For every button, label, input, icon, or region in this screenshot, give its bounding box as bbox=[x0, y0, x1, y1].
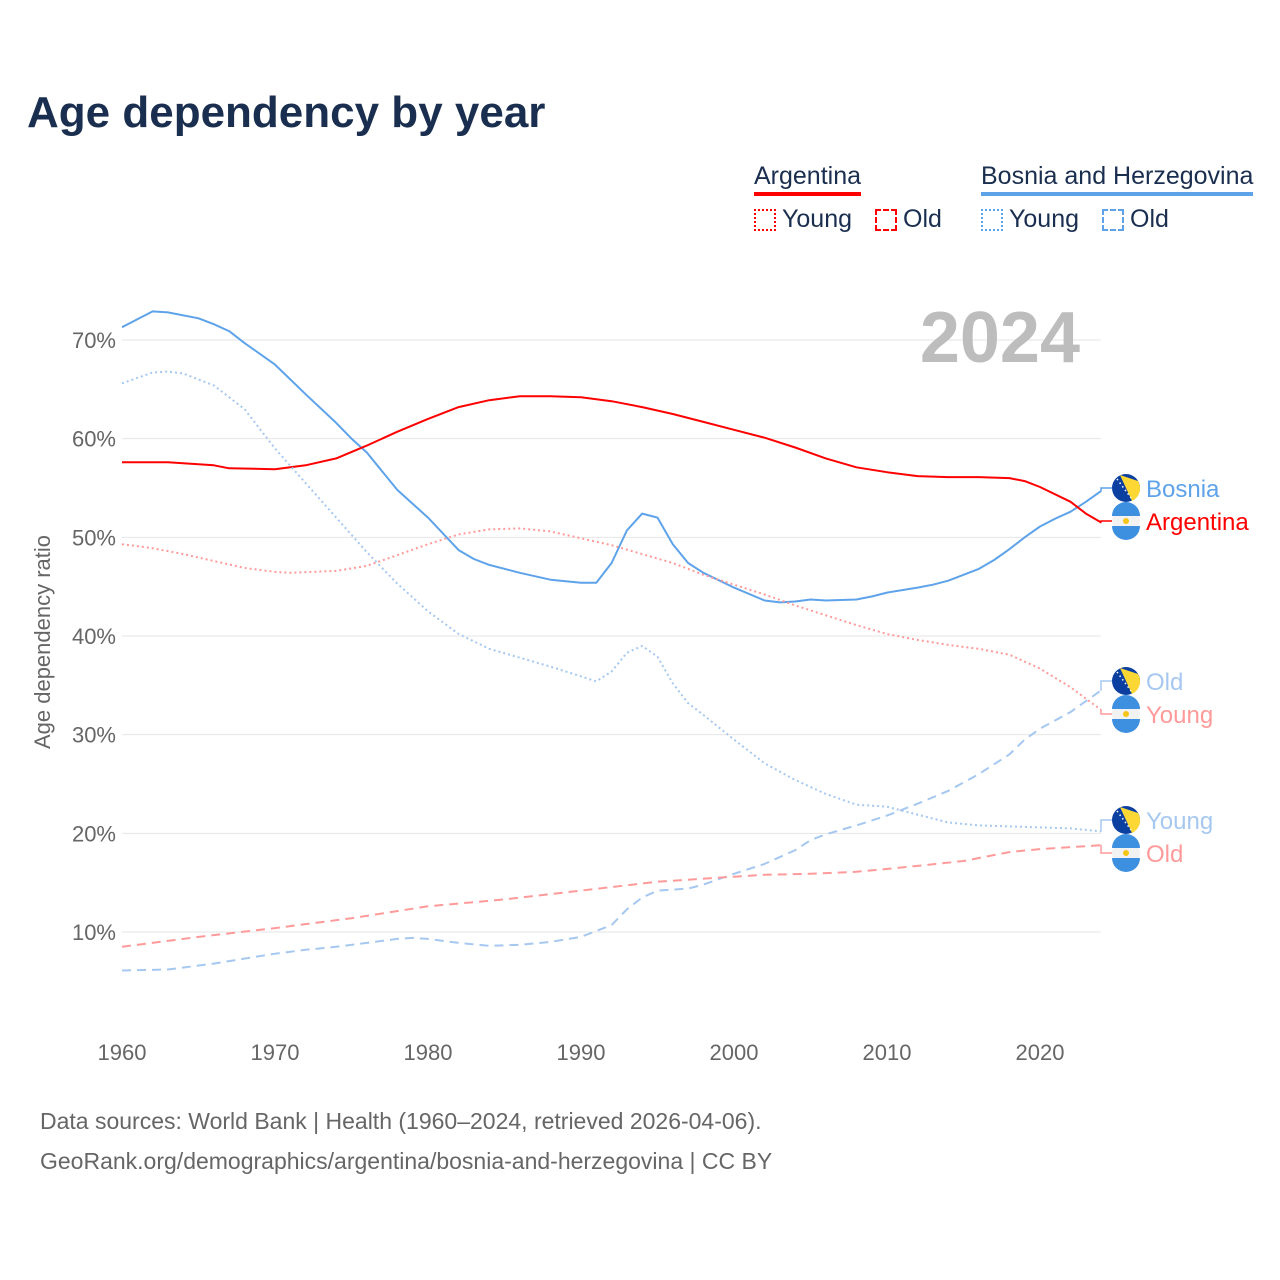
bosnia-flag-icon bbox=[1112, 474, 1141, 502]
series-line-argentina bbox=[122, 395, 1102, 524]
flag-sun bbox=[1123, 711, 1129, 717]
y-tick-label: 50% bbox=[72, 525, 116, 550]
x-tick-label: 1960 bbox=[98, 1040, 147, 1065]
year-label: 2024 bbox=[920, 298, 1080, 378]
y-tick-label: 10% bbox=[72, 920, 116, 945]
x-tick-label: 2000 bbox=[710, 1040, 759, 1065]
dotted-swatch-icon bbox=[754, 208, 776, 231]
chart-title: Age dependency by year bbox=[27, 88, 546, 137]
x-tick-label: 2020 bbox=[1016, 1040, 1065, 1065]
flag-stripe bbox=[1112, 526, 1140, 540]
legend-argentina-young: Young bbox=[754, 205, 852, 234]
legend-country-label: Argentina bbox=[754, 162, 862, 190]
legend-argentina: Argentina bbox=[754, 162, 862, 196]
series-line-argentina-young bbox=[121, 527, 1102, 711]
series-end-label: Argentina bbox=[1146, 509, 1249, 536]
legend-label: Old bbox=[903, 205, 942, 233]
flag-stripe bbox=[1112, 695, 1140, 709]
series-line-argentina-old bbox=[121, 844, 1102, 948]
legend-label: Young bbox=[1009, 205, 1079, 233]
argentina-flag-icon bbox=[1112, 695, 1140, 733]
flag-sun bbox=[1123, 518, 1129, 524]
argentina-flag-icon bbox=[1112, 502, 1140, 540]
legend-country-label: Bosnia and Herzegovina bbox=[981, 162, 1254, 190]
footer-link[interactable]: GeoRank.org/demographics/argentina/bosni… bbox=[40, 1148, 773, 1174]
series-end-label: Young bbox=[1146, 808, 1213, 835]
legend-color-bar bbox=[981, 192, 1254, 196]
flag-stripe bbox=[1112, 858, 1140, 872]
legend-argentina-old: Old bbox=[875, 205, 942, 234]
y-tick-label: 70% bbox=[72, 328, 116, 353]
legend-color-bar bbox=[754, 192, 862, 196]
series-end-label: Old bbox=[1146, 841, 1183, 868]
y-tick-label: 20% bbox=[72, 821, 116, 846]
dotted-swatch-icon bbox=[981, 208, 1003, 231]
x-tick-label: 1980 bbox=[404, 1040, 453, 1065]
flag-triangle bbox=[1120, 475, 1141, 501]
label-connector bbox=[1100, 844, 1112, 854]
label-connector bbox=[1100, 520, 1112, 524]
flag-sun bbox=[1123, 850, 1129, 856]
flag-triangle bbox=[1120, 668, 1141, 694]
y-tick-label: 30% bbox=[72, 723, 116, 748]
x-tick-label: 1990 bbox=[557, 1040, 606, 1065]
x-tick-label: 2010 bbox=[863, 1040, 912, 1065]
legend-bosnia-young: Young bbox=[981, 205, 1079, 234]
label-connector bbox=[1100, 709, 1112, 715]
flag-stripe bbox=[1112, 502, 1140, 516]
y-tick-label: 40% bbox=[72, 624, 116, 649]
series-end-label: Young bbox=[1146, 702, 1213, 729]
flag-stripe bbox=[1112, 834, 1140, 848]
dashed-swatch-icon bbox=[875, 208, 897, 231]
series-end-label: Bosnia bbox=[1146, 476, 1220, 503]
series-end-label: Old bbox=[1146, 669, 1183, 696]
label-connector bbox=[1100, 819, 1112, 833]
y-tick-label: 60% bbox=[72, 427, 116, 452]
label-connector bbox=[1100, 487, 1112, 492]
label-connector bbox=[1100, 680, 1112, 692]
legend-bosnia-old: Old bbox=[1102, 205, 1169, 234]
bosnia-flag-icon bbox=[1112, 806, 1141, 834]
flag-stripe bbox=[1112, 719, 1140, 733]
argentina-flag-icon bbox=[1112, 834, 1140, 872]
x-tick-label: 1970 bbox=[251, 1040, 300, 1065]
series-line-bosnia-young bbox=[121, 370, 1102, 833]
legend-label: Young bbox=[782, 205, 852, 233]
legend-label: Old bbox=[1130, 205, 1169, 233]
legend-bosnia: Bosnia and Herzegovina bbox=[981, 162, 1254, 196]
dashed-swatch-icon bbox=[1102, 208, 1124, 231]
bosnia-flag-icon bbox=[1112, 667, 1141, 695]
series-line-bosnia bbox=[121, 310, 1102, 604]
series-line-bosnia-old bbox=[121, 689, 1102, 972]
y-axis-label: Age dependency ratio bbox=[30, 535, 55, 749]
flag-triangle bbox=[1120, 807, 1141, 833]
footer-sources: Data sources: World Bank | Health (1960–… bbox=[40, 1108, 762, 1134]
